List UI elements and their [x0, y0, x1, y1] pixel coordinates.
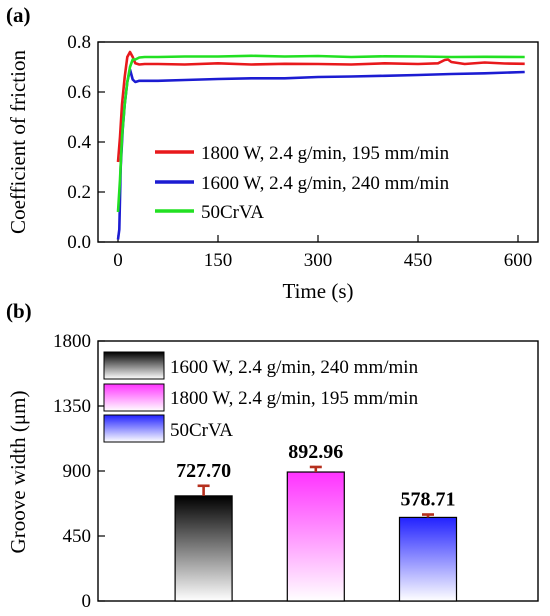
- panel-a: (a) 0 150 300 450 600 0.0 0.2 0.4 0.6 0.8 1800 W,…: [6, 3, 539, 303]
- panel-a-legend: 1800 W, 2.4 g/min, 195 mm/min 1600 W, 2.…: [155, 143, 450, 223]
- panel-a-x-axis-label: Time (s): [283, 279, 354, 303]
- bar-50crva: [398, 516, 458, 602]
- legend-swatch-1800w: [103, 383, 165, 412]
- legend-label-1800w: 1800 W, 2.4 g/min, 195 mm/min: [201, 143, 450, 164]
- legend-swatch-50crva: [103, 414, 165, 443]
- x-tick-label: 150: [204, 250, 233, 271]
- y-tick-label: 450: [63, 526, 92, 547]
- y-tick-label: 0.4: [67, 132, 91, 153]
- y-tick-label: 1350: [53, 396, 91, 417]
- panel-a-series-lines: [116, 50, 525, 240]
- y-tick-label: 1800: [53, 331, 91, 352]
- series-line-1800w: [116, 50, 525, 163]
- legend-label-50crva: 50CrVA: [170, 420, 233, 441]
- panel-b-legend: 1600 W, 2.4 g/min, 240 mm/min 1800 W, 2.…: [103, 351, 419, 443]
- x-tick-label: 600: [504, 250, 533, 271]
- panel-b-y-axis-label: Groove width (μm): [6, 391, 30, 554]
- panel-b-ticks: 0 450 900 1350 1800: [53, 331, 105, 612]
- y-tick-label: 0.6: [67, 82, 91, 103]
- bar-value-label: 727.70: [176, 460, 231, 482]
- legend-label-1600w: 1600 W, 2.4 g/min, 240 mm/min: [201, 173, 450, 194]
- x-tick-label: 300: [304, 250, 333, 271]
- y-tick-label: 0.8: [67, 32, 91, 53]
- panel-b: (b) 0 450 900 1350 1800 727.70 892.96 578.71 1…: [6, 299, 539, 612]
- panel-b-label: (b): [6, 299, 32, 323]
- panel-a-y-axis-label: Coefficient of friction: [6, 50, 30, 234]
- panel-a-label: (a): [6, 3, 31, 27]
- panel-b-bars: 727.70 892.96 578.71: [174, 441, 458, 602]
- legend-label-1800w: 1800 W, 2.4 g/min, 195 mm/min: [170, 388, 419, 409]
- panel-a-ticks: 0 150 300 450 600 0.0 0.2 0.4 0.6 0.8: [67, 32, 532, 271]
- series-line-50crva: [116, 54, 525, 213]
- y-tick-label: 0: [82, 591, 92, 612]
- y-tick-label: 0.0: [67, 232, 91, 253]
- bar-1800w: [286, 471, 345, 602]
- legend-label-50crva: 50CrVA: [201, 202, 264, 223]
- x-tick-label: 0: [113, 250, 123, 271]
- legend-swatch-1600w: [103, 351, 165, 380]
- legend-label-1600w: 1600 W, 2.4 g/min, 240 mm/min: [170, 357, 419, 378]
- bar-value-label: 892.96: [288, 441, 343, 463]
- y-tick-label: 0.2: [67, 182, 91, 203]
- y-tick-label: 900: [63, 461, 92, 482]
- bar-1600w: [174, 495, 233, 602]
- bar-value-label: 578.71: [401, 489, 456, 511]
- x-tick-label: 450: [404, 250, 433, 271]
